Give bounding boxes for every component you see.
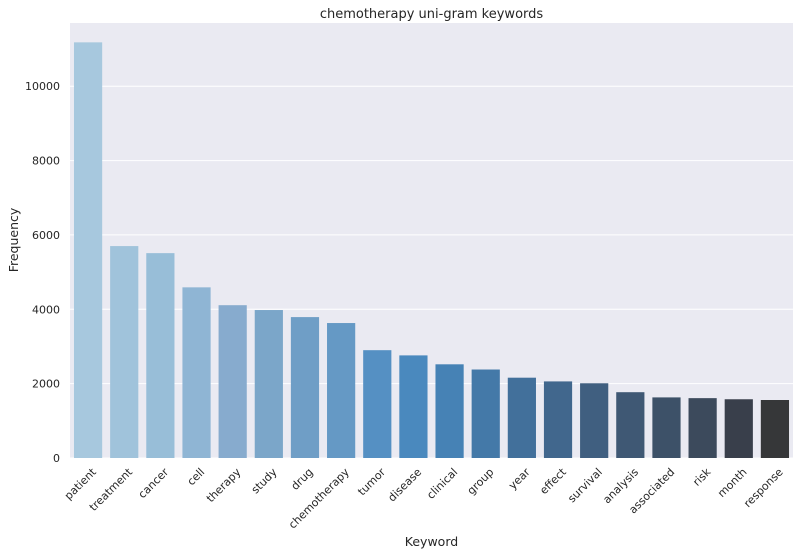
bar-risk <box>688 398 717 458</box>
bar-cell <box>182 287 211 458</box>
bar-month <box>724 399 753 458</box>
y-tick-label: 10000 <box>25 80 60 93</box>
bar-group <box>471 369 500 458</box>
bar-treatment <box>110 246 139 458</box>
bar-patient <box>73 42 103 458</box>
bar-chemotherapy <box>327 323 356 458</box>
bar-disease <box>399 355 428 458</box>
x-tick-label: year <box>506 465 533 492</box>
x-tick-label: clinical <box>424 466 460 502</box>
bar-survival <box>580 383 609 458</box>
x-tick-label: drug <box>289 466 316 493</box>
bar-effect <box>543 381 573 458</box>
x-tick-label: disease <box>385 465 424 504</box>
bar-tumor <box>363 350 392 458</box>
x-tick-label: risk <box>690 465 714 489</box>
x-tick-label: response <box>741 465 786 510</box>
x-tick-label: survival <box>565 466 605 506</box>
bar-year <box>507 377 536 458</box>
bar-analysis <box>616 392 645 458</box>
x-tick-label: cancer <box>136 465 172 501</box>
bar-response <box>760 400 790 458</box>
bar-cancer <box>146 253 175 458</box>
x-axis-label: Keyword <box>405 534 458 549</box>
plot-area <box>70 23 793 458</box>
x-tick-label: month <box>715 466 749 500</box>
bar-clinical <box>435 364 464 458</box>
x-tick-label: group <box>465 466 497 498</box>
x-tick-label: effect <box>537 465 569 497</box>
bar-drug <box>290 317 320 458</box>
x-tick-label: study <box>249 465 280 496</box>
y-tick-label: 2000 <box>32 378 60 391</box>
y-axis-label: Frequency <box>6 207 21 272</box>
bar-associated <box>652 397 681 458</box>
y-tick-labels: 0 2000 4000 6000 8000 10000 <box>25 80 60 465</box>
y-tick-label: 0 <box>53 452 60 465</box>
bars <box>73 42 790 458</box>
bar-therapy <box>218 305 247 458</box>
y-tick-label: 4000 <box>32 303 60 316</box>
y-tick-label: 6000 <box>32 229 60 242</box>
x-tick-label: tumor <box>355 465 388 498</box>
x-tick-label: therapy <box>204 465 244 505</box>
y-tick-label: 8000 <box>32 155 60 168</box>
x-tick-label: cell <box>185 466 208 489</box>
bar-study <box>254 310 283 458</box>
chart-title: chemotherapy uni-gram keywords <box>320 7 544 22</box>
